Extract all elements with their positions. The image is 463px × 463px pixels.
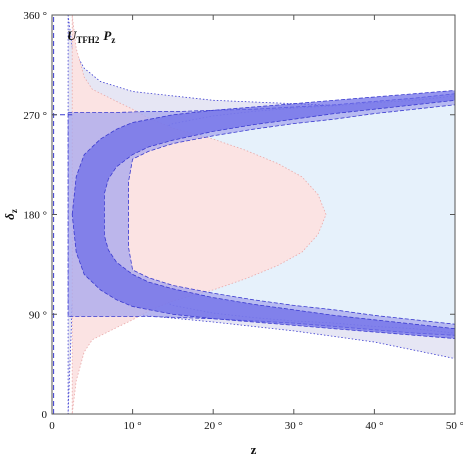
x-tick-label-4: 40 ° [365,420,383,432]
y-axis-title-main: δ [2,213,17,220]
y-axis-title: δz [2,209,19,220]
regions-layer [67,14,456,415]
y-tick-label-2: 180 ° [23,210,47,222]
y-axis-title-sub: z [9,209,19,213]
x-tick-label-2: 20 ° [204,420,222,432]
y-tick-label-4: 360 ° [23,10,47,22]
y-axis: 0 90 ° 180 ° 270 ° 360 ° [23,10,455,421]
annotation-main: U [67,28,77,43]
annotation-tail: P [103,28,112,43]
plot-annotation: UTFH2 Pz [67,28,115,45]
x-axis-title: z [251,442,257,457]
x-tick-label-1: 10 ° [124,420,142,432]
x-tick-label-3: 30 ° [285,420,303,432]
x-tick-label-0: 0 [49,420,55,432]
annotation-sub: TFH2 [76,35,100,45]
y-tick-label-0: 0 [42,409,48,421]
dark-blue-band [71,89,456,340]
y-tick-label-1: 90 ° [29,309,47,321]
x-tick-label-5: 50 ° [446,420,463,432]
annotation-tail-sub: z [111,35,115,45]
y-tick-label-3: 270 ° [23,110,47,122]
x-axis: 0 10 ° 20 ° 30 ° 40 ° 50 ° [49,15,463,432]
